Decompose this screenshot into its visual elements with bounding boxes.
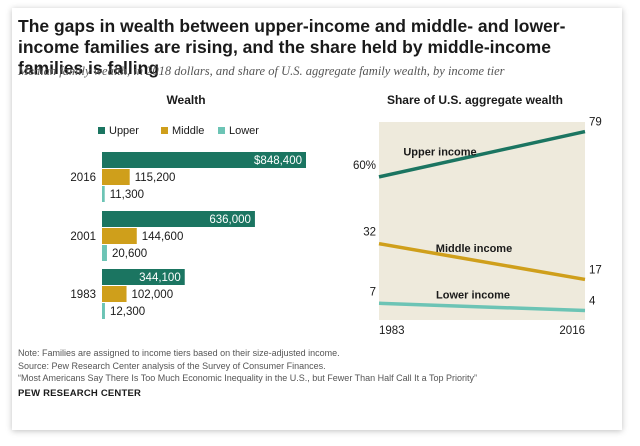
line-middle-income [378,241,586,282]
bar-lower-2016 [102,186,105,202]
line-chart: 60% 79 Upper income 32 17 Middle income 7 4 Lowe… [353,117,602,337]
bar-label-upper-2016: $848,400 [254,155,302,167]
bar-category-2001: 2001 [70,231,96,243]
bar-label-upper-2001: 636,000 [209,214,251,226]
line-start-label-lower-income: 7 [370,286,376,298]
notes-block: Note: Families are assigned to income ti… [18,347,477,385]
bar-label-middle-2001: 144,600 [142,231,184,243]
line-end-label-upper-income: 79 [589,117,602,129]
bar-chart: 2016 $848,400 115,200 11,300 2001 636,000 144,… [70,152,306,319]
bar-label-middle-2016: 115,200 [135,172,176,184]
line-x-tick-2016: 2016 [559,325,585,337]
bar-label-lower-1983: 12,300 [110,306,145,318]
bar-label-middle-1983: 102,000 [132,289,174,301]
line-chart-title: Share of U.S. aggregate wealth [387,93,563,107]
bar-chart-title: Wealth [166,93,205,107]
pew-logo-text: PEW RESEARCH CENTER [18,388,142,399]
line-end-label-middle-income: 17 [589,264,602,276]
source-text: Source: Pew Research Center analysis of … [18,360,326,371]
legend-label-middle: Middle [172,125,204,137]
line-start-label-middle-income: 32 [363,227,376,239]
legend-swatch-middle [161,127,168,134]
bar-label-upper-1983: 344,100 [139,272,181,284]
bar-legend: Upper Middle Lower [98,125,259,137]
bar-upper-2001 [102,211,255,227]
bar-category-1983: 1983 [70,289,96,301]
bar-lower-2001 [102,245,107,261]
bar-upper-2016 [102,152,306,168]
bar-category-2016: 2016 [70,172,96,184]
chart-title: The gaps in wealth between upper-income … [18,16,566,78]
line-x-tick-1983: 1983 [379,325,405,337]
legend-swatch-upper [98,127,105,134]
line-series-label-upper-income: Upper income [403,146,476,158]
note-text: Note: Families are assigned to income ti… [18,348,340,358]
line-series-label-lower-income: Lower income [436,290,510,302]
report-text: “Most Americans Say There Is Too Much Ec… [18,373,478,383]
bar-middle-1983 [102,286,127,302]
bar-middle-2016 [102,169,130,185]
line-series-label-middle-income: Middle income [436,243,512,255]
bar-middle-2001 [102,228,137,244]
legend-label-upper: Upper [109,125,139,137]
line-end-label-lower-income: 4 [589,295,596,307]
bar-lower-1983 [102,303,105,319]
line-start-label-upper-income: 60% [353,160,376,172]
bar-label-lower-2001: 20,600 [112,248,147,260]
line-lower-income [378,301,586,313]
bar-label-lower-2016: 11,300 [110,189,144,201]
chart-subtitle: Median family wealth, in 2018 dollars, a… [18,64,505,78]
bar-upper-1983 [102,269,185,285]
line-upper-income [378,129,586,179]
legend-label-lower: Lower [229,125,259,137]
legend-swatch-lower [218,127,225,134]
